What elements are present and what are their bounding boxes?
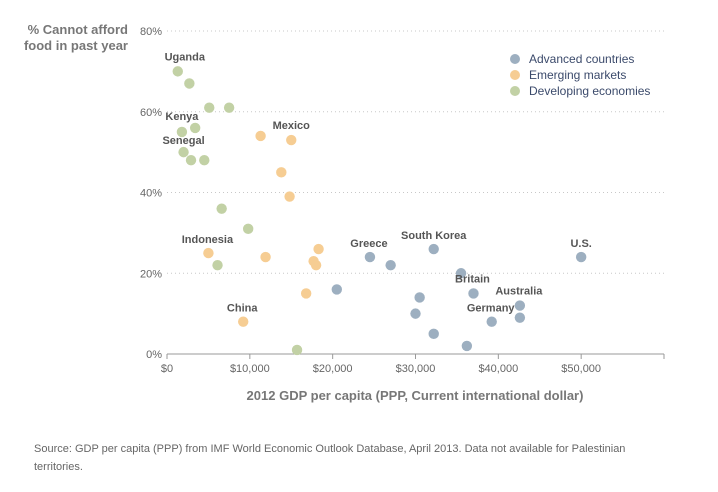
legend-label-advanced: Advanced countries xyxy=(529,52,635,66)
data-point xyxy=(284,191,295,202)
y-tick-label: 40% xyxy=(140,188,162,200)
x-tick-label: $10,000 xyxy=(230,363,270,375)
point-label: Senegal xyxy=(162,135,204,147)
x-tick-label: $0 xyxy=(161,363,173,375)
data-point xyxy=(410,308,421,319)
legend-label-emerging: Emerging markets xyxy=(529,68,627,82)
legend-item-emerging: Emerging markets xyxy=(510,67,650,83)
data-point xyxy=(203,247,214,259)
data-point xyxy=(276,167,287,178)
data-point xyxy=(242,223,254,235)
data-point xyxy=(514,300,526,311)
data-point xyxy=(310,259,322,271)
legend: Advanced countries Emerging markets Deve… xyxy=(510,51,650,99)
x-tick-label: $20,000 xyxy=(313,363,353,375)
legend-label-developing: Developing economies xyxy=(529,84,651,98)
data-point xyxy=(291,344,303,356)
x-tick-label: $30,000 xyxy=(396,363,436,375)
data-point xyxy=(385,259,396,271)
legend-swatch-developing xyxy=(510,86,520,96)
data-point xyxy=(468,288,479,299)
legend-item-advanced: Advanced countries xyxy=(510,51,650,67)
x-axis-label: 2012 GDP per capita (PPP, Current intern… xyxy=(246,388,584,403)
data-point xyxy=(184,78,195,89)
point-label: Australia xyxy=(495,286,543,298)
point-label: Germany xyxy=(467,303,516,315)
data-point xyxy=(428,243,439,255)
data-point xyxy=(255,130,266,142)
data-point xyxy=(486,316,497,327)
point-label: China xyxy=(227,303,258,315)
data-point xyxy=(185,155,197,166)
data-point xyxy=(331,284,343,295)
source-note: Source: GDP per capita (PPP) from IMF Wo… xyxy=(34,443,626,473)
legend-swatch-emerging xyxy=(510,70,520,80)
data-point xyxy=(313,243,324,255)
data-point xyxy=(575,251,587,263)
data-point xyxy=(223,102,235,113)
data-point xyxy=(189,122,201,134)
point-label: Indonesia xyxy=(182,234,234,246)
y-tick-label: 80% xyxy=(140,26,162,38)
data-point xyxy=(176,126,188,138)
point-label: Kenya xyxy=(165,111,199,123)
data-point xyxy=(461,340,473,352)
data-point xyxy=(204,102,215,113)
legend-swatch-advanced xyxy=(510,54,520,64)
data-point xyxy=(260,251,271,263)
point-label: Mexico xyxy=(273,120,311,132)
point-label: Greece xyxy=(350,238,387,250)
x-tick-label: $50,000 xyxy=(561,363,601,375)
data-point xyxy=(212,259,223,271)
point-label: Britain xyxy=(455,273,490,285)
point-label: U.S. xyxy=(570,238,591,250)
data-point xyxy=(238,316,249,327)
data-point xyxy=(428,328,439,340)
x-tick-label: $40,000 xyxy=(478,363,518,375)
y-tick-label: 60% xyxy=(140,107,162,119)
data-point xyxy=(364,251,376,263)
data-point xyxy=(286,134,297,146)
data-point xyxy=(216,203,227,214)
scatter-chart: 0% 20% 40% 60% 80% $0 $10,000 $20,000 $30,000 $40… xyxy=(140,26,665,375)
data-point xyxy=(199,155,210,166)
data-point xyxy=(414,292,425,303)
y-tick-label: 0% xyxy=(146,349,162,361)
data-point xyxy=(514,312,526,323)
point-label: Uganda xyxy=(165,51,206,63)
point-label: South Korea xyxy=(401,230,467,242)
y-tick-label: 20% xyxy=(140,268,162,280)
data-point xyxy=(172,66,183,77)
data-point xyxy=(455,268,467,279)
data-point xyxy=(178,146,189,158)
data-point xyxy=(300,288,312,299)
y-axis-label: % Cannot afford food in past year xyxy=(23,22,128,53)
legend-item-developing: Developing economies xyxy=(510,83,650,99)
